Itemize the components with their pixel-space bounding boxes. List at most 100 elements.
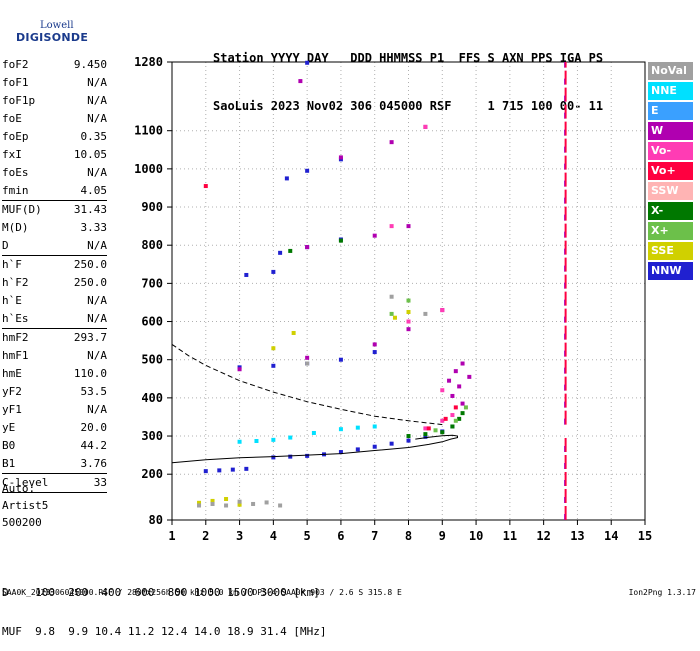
param-row: fmin 4.05: [2, 182, 107, 200]
echo-point: [197, 500, 202, 505]
y-tick-label: 1100: [134, 124, 163, 138]
param-value: 293.7: [73, 331, 107, 344]
echo-point: [355, 447, 360, 452]
echo-point: [443, 416, 448, 421]
param-row: D N/A: [2, 237, 107, 255]
echo-point: [305, 245, 310, 250]
echo-point: [305, 168, 310, 173]
legend-item: NoVal: [648, 62, 693, 80]
echo-point: [423, 434, 428, 439]
param-name: M(D): [2, 221, 29, 234]
param-row: hmF2 293.7: [2, 328, 107, 347]
echo-point: [460, 411, 465, 416]
param-value: 3.76: [80, 457, 108, 470]
echo-point: [237, 502, 242, 507]
header-line-2: SaoLuis 2023 Nov02 306 045000 RSF 1 715 …: [213, 99, 604, 113]
echo-point: [453, 405, 458, 410]
echo-point: [406, 319, 411, 324]
logo-lowell-text: Lowell: [40, 20, 74, 31]
echo-point: [244, 272, 249, 277]
echo-point: [271, 269, 276, 274]
legend-item: W: [648, 122, 693, 140]
y-tick-label: 600: [141, 315, 163, 329]
param-row: foE N/A: [2, 110, 107, 128]
param-value: 20.0: [80, 421, 108, 434]
legend-item: X-: [648, 202, 693, 220]
file-info-footer: SAA0K_2023306045000.RSF / 280fx256h 50 k…: [2, 588, 402, 597]
logo-digisonde-text: DIGISONDE: [16, 31, 89, 44]
param-row: MUF(D) 31.43: [2, 200, 107, 219]
param-name: B0: [2, 439, 16, 452]
param-row: foEp 0.35: [2, 128, 107, 146]
echo-point: [389, 294, 394, 299]
y-tick-label: 1280: [134, 55, 163, 69]
x-tick-label: 5: [304, 529, 311, 543]
param-value: N/A: [87, 76, 107, 89]
param-name: foEs: [2, 166, 29, 179]
param-name: foF2: [2, 58, 29, 71]
param-value: N/A: [87, 403, 107, 416]
echo-point: [210, 498, 215, 503]
echo-point: [230, 467, 235, 472]
echo-point: [423, 311, 428, 316]
echo-point: [463, 405, 468, 410]
echo-point: [278, 250, 283, 255]
param-row: yF1 N/A: [2, 401, 107, 419]
artist-line-3: 500200: [2, 516, 42, 529]
echo-point: [440, 308, 445, 313]
echo-point: [406, 327, 411, 332]
param-row: h`Es N/A: [2, 310, 107, 328]
param-name: foE: [2, 112, 22, 125]
param-name: fxI: [2, 148, 22, 161]
param-row: hmE 110.0: [2, 365, 107, 383]
x-tick-label: 1: [168, 529, 175, 543]
echo-point: [338, 238, 343, 243]
artist-line-2: Artist5: [2, 499, 49, 512]
x-tick-label: 13: [570, 529, 584, 543]
param-row: h`F 250.0: [2, 255, 107, 274]
echo-point: [453, 369, 458, 374]
param-value: N/A: [87, 294, 107, 307]
y-tick-label: 200: [141, 467, 163, 481]
echo-point: [224, 497, 229, 502]
echo-point: [264, 500, 269, 505]
param-name: hmF2: [2, 331, 29, 344]
echo-point: [338, 155, 343, 160]
echo-point: [372, 424, 377, 429]
echo-point: [457, 384, 462, 389]
echo-point: [389, 224, 394, 229]
param-value: N/A: [87, 112, 107, 125]
profile-curve-dashed: [171, 343, 443, 426]
profile-curve-solid: [171, 434, 458, 464]
echo-point: [251, 501, 256, 506]
echo-point: [433, 428, 438, 433]
param-row: h`E N/A: [2, 292, 107, 310]
param-value: 4.05: [80, 184, 108, 197]
echo-point: [338, 357, 343, 362]
param-value: 0.35: [80, 130, 108, 143]
y-tick-label: 400: [141, 391, 163, 405]
muf-value-row: MUF 9.8 9.9 10.4 11.2 12.4 14.0 18.9 31.…: [2, 625, 327, 638]
param-value: 250.0: [73, 276, 107, 289]
echo-point: [305, 60, 310, 65]
echo-point: [389, 311, 394, 316]
x-tick-label: 10: [469, 529, 483, 543]
y-tick-label: 80: [149, 513, 163, 527]
y-tick-label: 900: [141, 200, 163, 214]
legend-item: SSE: [648, 242, 693, 260]
echo-point: [355, 425, 360, 430]
legend-item: X+: [648, 222, 693, 240]
echo-point: [278, 503, 283, 508]
param-name: B1: [2, 457, 16, 470]
echo-point: [447, 378, 452, 383]
param-row: yF2 53.5: [2, 383, 107, 401]
echo-point: [460, 361, 465, 366]
echo-point: [291, 330, 296, 335]
param-value: N/A: [87, 166, 107, 179]
param-value: 3.33: [80, 221, 108, 234]
echo-point: [426, 426, 431, 431]
param-value: 250.0: [73, 258, 107, 271]
echo-point: [406, 309, 411, 314]
echo-point: [311, 430, 316, 435]
ionogram-chart: 1 2 3 4 5 6 7 8 9 10 11 12 13 14 158020030040050060070…: [134, 55, 652, 543]
